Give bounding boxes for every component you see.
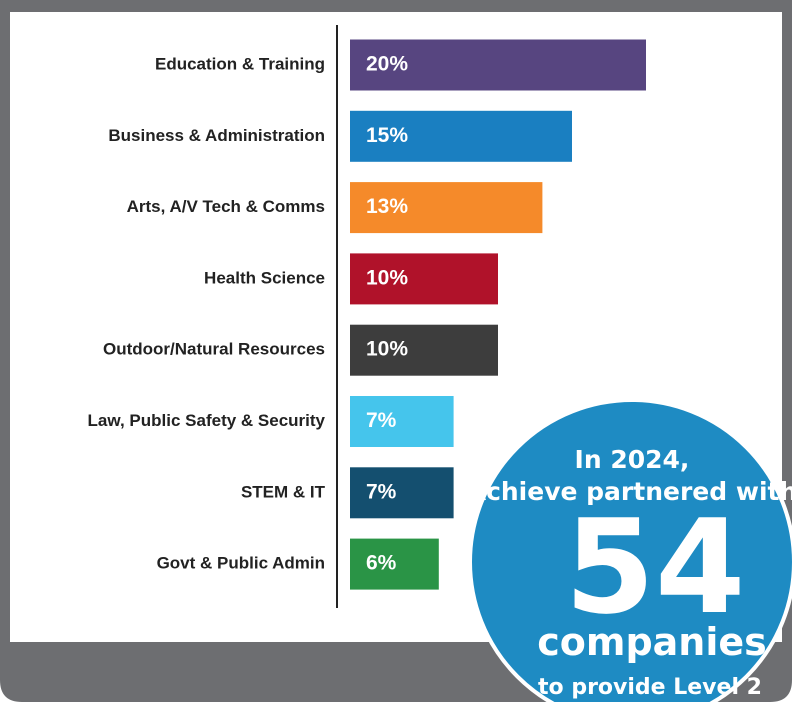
category-label: Outdoor/Natural Resources: [103, 340, 325, 359]
value-label: 6%: [366, 552, 397, 575]
callout-circle: [468, 398, 792, 702]
value-label: 20%: [366, 53, 408, 76]
value-label: 7%: [366, 409, 397, 432]
bar: [350, 182, 543, 234]
value-label: 13%: [366, 195, 408, 218]
callout: In 2024, Achieve partnered with 54 compa…: [467, 398, 792, 702]
category-label: Govt & Public Admin: [157, 554, 325, 573]
bar: [350, 467, 454, 519]
callout-text: In 2024,: [575, 445, 690, 474]
bar: [350, 110, 572, 162]
callout-text: Achieve partnered with: [467, 477, 792, 506]
bars: Education & Training 20% Business & Admini…: [88, 39, 646, 590]
category-label: Arts, A/V Tech & Comms: [127, 197, 325, 216]
value-label: 7%: [366, 480, 397, 503]
value-label: 10%: [366, 266, 408, 289]
bar: [350, 396, 454, 447]
bar: [350, 39, 646, 91]
category-label: Health Science: [204, 268, 325, 287]
category-label: Law, Public Safety & Security: [88, 411, 326, 430]
callout-text: companies: [537, 620, 767, 664]
category-label: Business & Administration: [108, 126, 325, 145]
value-label: 15%: [366, 124, 408, 147]
category-label: STEM & IT: [241, 482, 326, 501]
value-label: 10%: [366, 338, 408, 361]
callout-number: 54: [565, 491, 746, 643]
callout-text: to provide Level 2: [538, 675, 762, 700]
category-label: Education & Training: [155, 54, 325, 73]
bar: [350, 324, 498, 376]
bar: [350, 253, 498, 305]
bar: [350, 538, 439, 590]
